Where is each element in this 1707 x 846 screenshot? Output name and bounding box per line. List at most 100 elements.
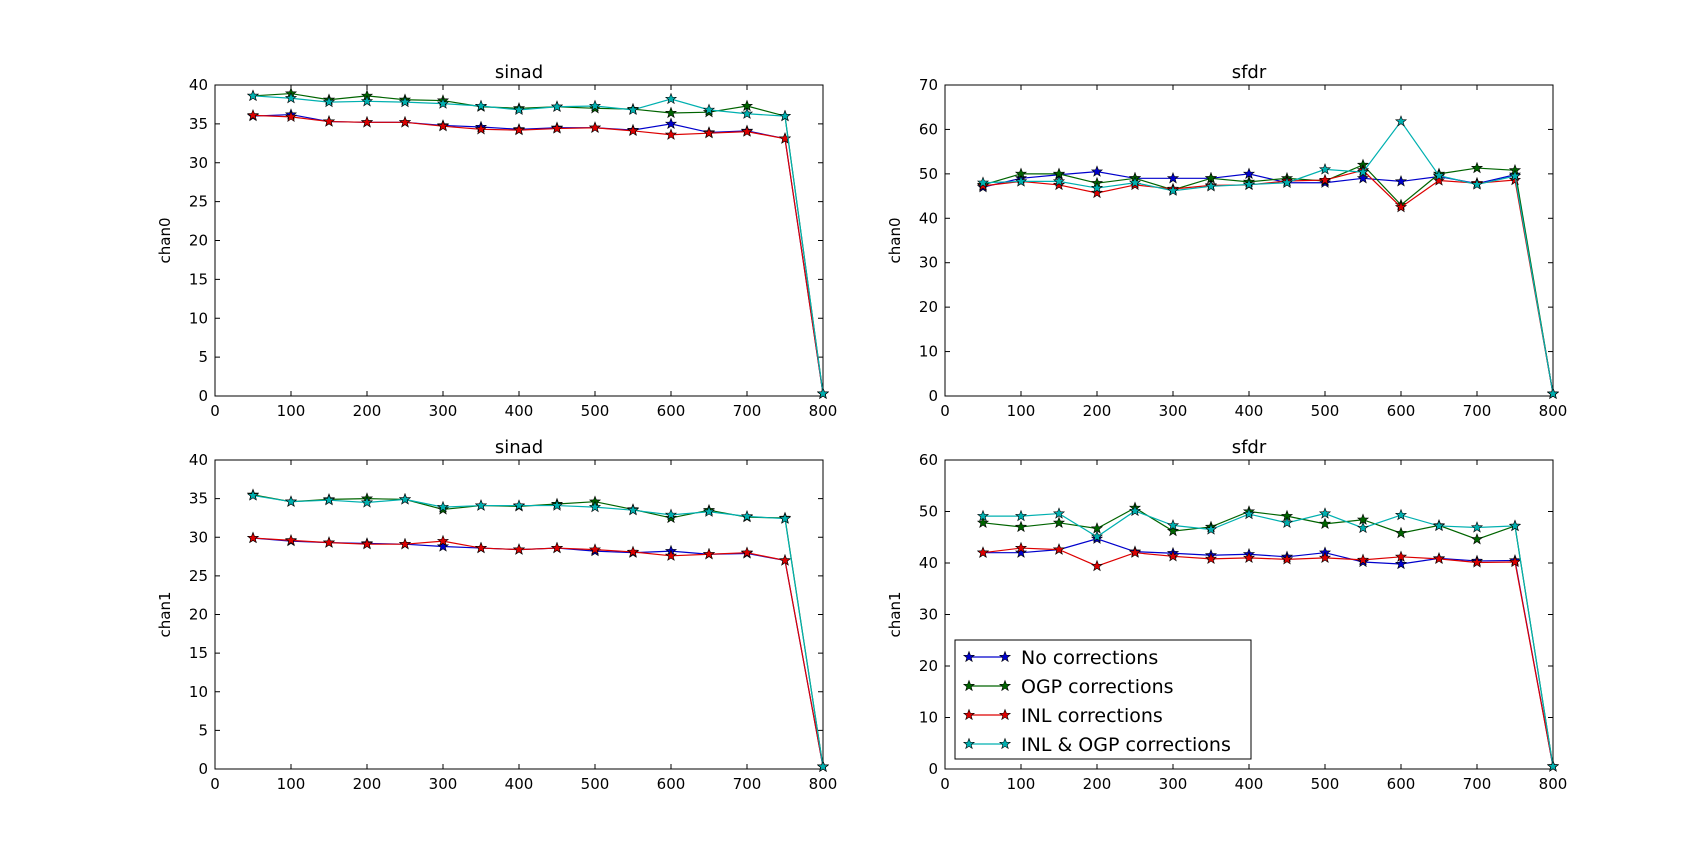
data-point [778, 512, 792, 524]
data-point [1318, 173, 1332, 186]
x-tick-label: 700 [1463, 775, 1492, 793]
y-tick-label: 10 [189, 683, 208, 701]
data-point [360, 94, 374, 107]
x-tick-label: 600 [1387, 402, 1416, 420]
data-point [1280, 176, 1294, 188]
x-tick-label: 500 [581, 775, 610, 793]
x-tick-label: 200 [353, 775, 382, 793]
series-line-2 [982, 169, 1554, 394]
data-point [778, 132, 792, 144]
legend-marker [998, 679, 1012, 692]
x-tick-label: 0 [940, 402, 950, 420]
y-tick-label: 15 [189, 644, 208, 662]
data-point [1090, 530, 1104, 542]
data-point [1318, 163, 1332, 175]
data-point [284, 110, 298, 123]
axes-frame [944, 84, 1554, 397]
y-tick-label: 15 [189, 270, 208, 288]
data-point [436, 534, 450, 547]
data-point [512, 499, 526, 511]
data-point [1470, 556, 1484, 568]
series-line-2 [252, 537, 824, 767]
data-point [740, 107, 754, 119]
data-point [588, 121, 602, 133]
data-point [626, 503, 640, 516]
data-point [398, 95, 412, 108]
data-point [740, 546, 754, 558]
data-point [1470, 178, 1484, 190]
data-point [360, 537, 374, 550]
y-tick-label: 0 [198, 387, 208, 405]
data-point [1014, 175, 1028, 187]
x-tick-label: 400 [505, 775, 534, 793]
x-tick-label: 300 [429, 775, 458, 793]
y-tick-label: 20 [189, 232, 208, 250]
data-point [398, 115, 412, 128]
data-point [1014, 520, 1028, 533]
data-point [360, 496, 374, 508]
data-point [664, 92, 678, 105]
x-tick-label: 200 [1083, 402, 1112, 420]
data-point [512, 103, 526, 116]
x-tick-label: 300 [429, 402, 458, 420]
x-tick-label: 600 [657, 775, 686, 793]
data-point [322, 95, 336, 108]
x-tick-label: 500 [581, 402, 610, 420]
data-point [550, 100, 564, 112]
legend-marker [962, 737, 976, 750]
y-tick-label: 40 [189, 451, 208, 469]
data-point [474, 122, 488, 135]
data-point [284, 495, 298, 507]
x-tick-label: 0 [940, 775, 950, 793]
data-point [1394, 115, 1408, 127]
y-tick-label: 40 [189, 76, 208, 94]
data-point [1204, 552, 1218, 565]
data-point [1318, 551, 1332, 563]
data-point [1090, 181, 1104, 194]
x-tick-label: 700 [733, 775, 762, 793]
x-tick-label: 200 [1083, 775, 1112, 793]
data-point [322, 536, 336, 548]
x-tick-label: 100 [277, 402, 306, 420]
data-point [816, 387, 830, 399]
data-point [1546, 387, 1560, 399]
y-tick-label: 30 [189, 528, 208, 546]
legend-marker [998, 708, 1012, 721]
y-tick-label: 10 [919, 343, 938, 361]
data-point [1470, 521, 1484, 533]
y-tick-label: 50 [919, 165, 938, 183]
data-point [284, 533, 298, 546]
y-tick-label: 0 [928, 760, 938, 778]
axes-frame [214, 84, 824, 397]
subplot-title: sinad [495, 62, 543, 83]
data-point [1394, 175, 1408, 187]
data-point [1014, 546, 1028, 558]
data-point [398, 493, 412, 505]
data-point [1394, 508, 1408, 521]
y-tick-label: 30 [919, 254, 938, 272]
x-tick-label: 100 [1007, 402, 1036, 420]
x-tick-label: 700 [1463, 402, 1492, 420]
data-point [436, 97, 450, 109]
data-point [1432, 174, 1446, 186]
y-tick-label: 30 [919, 606, 938, 624]
series-line-1 [252, 92, 824, 394]
data-point [588, 500, 602, 513]
data-point [1128, 546, 1142, 558]
data-point [246, 89, 260, 102]
legend-entry-label: OGP corrections [1021, 676, 1174, 698]
data-point [1166, 184, 1180, 196]
x-tick-label: 800 [809, 402, 838, 420]
data-point [1508, 555, 1522, 568]
y-tick-label: 25 [189, 193, 208, 211]
data-point [976, 516, 990, 528]
x-tick-label: 800 [809, 775, 838, 793]
data-point [1166, 171, 1180, 184]
subplot-1: sfdr chan0 0 100 200 300 400 500 600 700 800 0 10 20 3… [886, 62, 1567, 420]
data-point [1242, 551, 1256, 563]
y-tick-label: 10 [189, 309, 208, 327]
y-tick-label: 25 [189, 567, 208, 585]
x-tick-label: 800 [1539, 775, 1568, 793]
data-point [1508, 169, 1522, 182]
data-point [436, 119, 450, 132]
